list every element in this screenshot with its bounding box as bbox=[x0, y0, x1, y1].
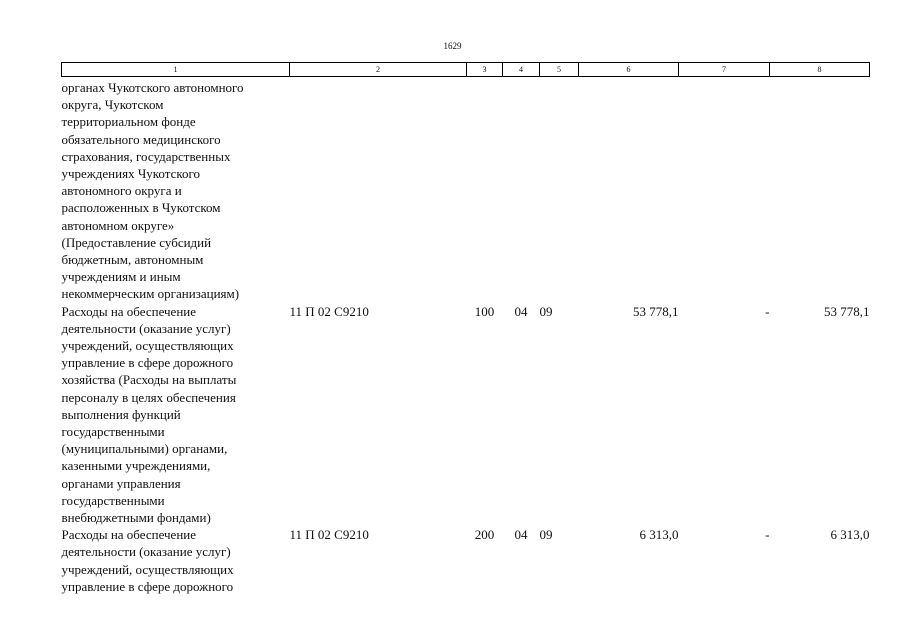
description-line: учреждениям и иным bbox=[61, 269, 181, 285]
description-line: автономном округе» bbox=[61, 217, 175, 233]
description-line: некоммерческим организациям) bbox=[61, 286, 240, 302]
header-col-2: 2 bbox=[289, 62, 467, 77]
amount-change: - bbox=[765, 303, 770, 319]
description-line: деятельности (оказание услуг) bbox=[61, 320, 231, 336]
description-line: государственными bbox=[61, 492, 165, 508]
header-col-3: 3 bbox=[466, 62, 503, 77]
description-line: учреждений, осуществляющих bbox=[61, 561, 234, 577]
amount-total: 53 778,1 bbox=[824, 303, 870, 319]
description-line: автономного округа и bbox=[61, 183, 182, 199]
header-col-4: 4 bbox=[502, 62, 540, 77]
section-code: 04 bbox=[514, 527, 528, 543]
description-line: персоналу в целях обеспечения bbox=[61, 389, 236, 405]
section-code: 04 bbox=[514, 303, 528, 319]
description-line: (муниципальными) органами, bbox=[61, 441, 228, 457]
description-line: выполнения функций bbox=[61, 406, 181, 422]
description-line: внебюджетными фондами) bbox=[61, 510, 211, 526]
header-col-5: 5 bbox=[539, 62, 579, 77]
page-number: 1629 bbox=[443, 41, 462, 51]
header-col-8: 8 bbox=[769, 62, 870, 77]
amount-total: 6 313,0 bbox=[830, 527, 870, 543]
expense-type: 100 bbox=[474, 303, 495, 319]
table-row: Расходы на обеспечение деятельности (ока… bbox=[62, 303, 870, 527]
description-line: бюджетным, автономным bbox=[61, 252, 204, 268]
expense-type: 200 bbox=[474, 527, 495, 543]
amount: 6 313,0 bbox=[639, 527, 679, 543]
description-line: территориальном фонде bbox=[61, 114, 196, 130]
description-line: управление в сфере дорожного bbox=[61, 578, 234, 594]
description-line: округа, Чукотском bbox=[61, 97, 164, 113]
description-line: расположенных в Чукотском bbox=[61, 200, 221, 216]
header-col-6: 6 bbox=[578, 62, 679, 77]
target-code: 11 П 02 С9210 bbox=[289, 303, 369, 319]
row-description: Расходы на обеспечение деятельности (ока… bbox=[62, 303, 290, 527]
table-row-continuation: органах Чукотского автономного округа, Ч… bbox=[62, 77, 870, 303]
subsection-code: 09 bbox=[539, 527, 553, 543]
header-row: 1 2 3 4 5 6 7 8 bbox=[61, 62, 870, 77]
description-line: органах Чукотского автономного bbox=[61, 80, 244, 95]
description-line: (Предоставление субсидий bbox=[61, 234, 212, 250]
description-line: Расходы на обеспечение bbox=[61, 303, 197, 319]
description-line: государственными bbox=[61, 424, 165, 440]
description-line: учреждений, осуществляющих bbox=[61, 338, 234, 354]
description-line: страхования, государственных bbox=[61, 148, 231, 164]
description-line: учреждениях Чукотского bbox=[61, 166, 201, 182]
description-line: казенными учреждениями, bbox=[61, 458, 211, 474]
description-line: органами управления bbox=[61, 475, 181, 491]
table-row: Расходы на обеспечение деятельности (ока… bbox=[62, 526, 870, 595]
amount: 53 778,1 bbox=[633, 303, 679, 319]
description-line: деятельности (оказание услуг) bbox=[61, 544, 231, 560]
target-code: 11 П 02 С9210 bbox=[289, 527, 369, 543]
header-col-1: 1 bbox=[61, 62, 290, 77]
row-description: органах Чукотского автономного округа, Ч… bbox=[62, 77, 290, 303]
amount-change: - bbox=[765, 527, 770, 543]
description-line: Расходы на обеспечение bbox=[61, 527, 197, 543]
description-line: хозяйства (Расходы на выплаты bbox=[61, 372, 237, 388]
subsection-code: 09 bbox=[539, 303, 553, 319]
description-line: управление в сфере дорожного bbox=[61, 355, 234, 371]
header-col-7: 7 bbox=[678, 62, 770, 77]
row-description: Расходы на обеспечение деятельности (ока… bbox=[62, 526, 290, 595]
description-line: обязательного медицинского bbox=[61, 131, 221, 147]
budget-table: 1 2 3 4 5 6 7 8 органах Чукотского автон… bbox=[61, 62, 870, 595]
